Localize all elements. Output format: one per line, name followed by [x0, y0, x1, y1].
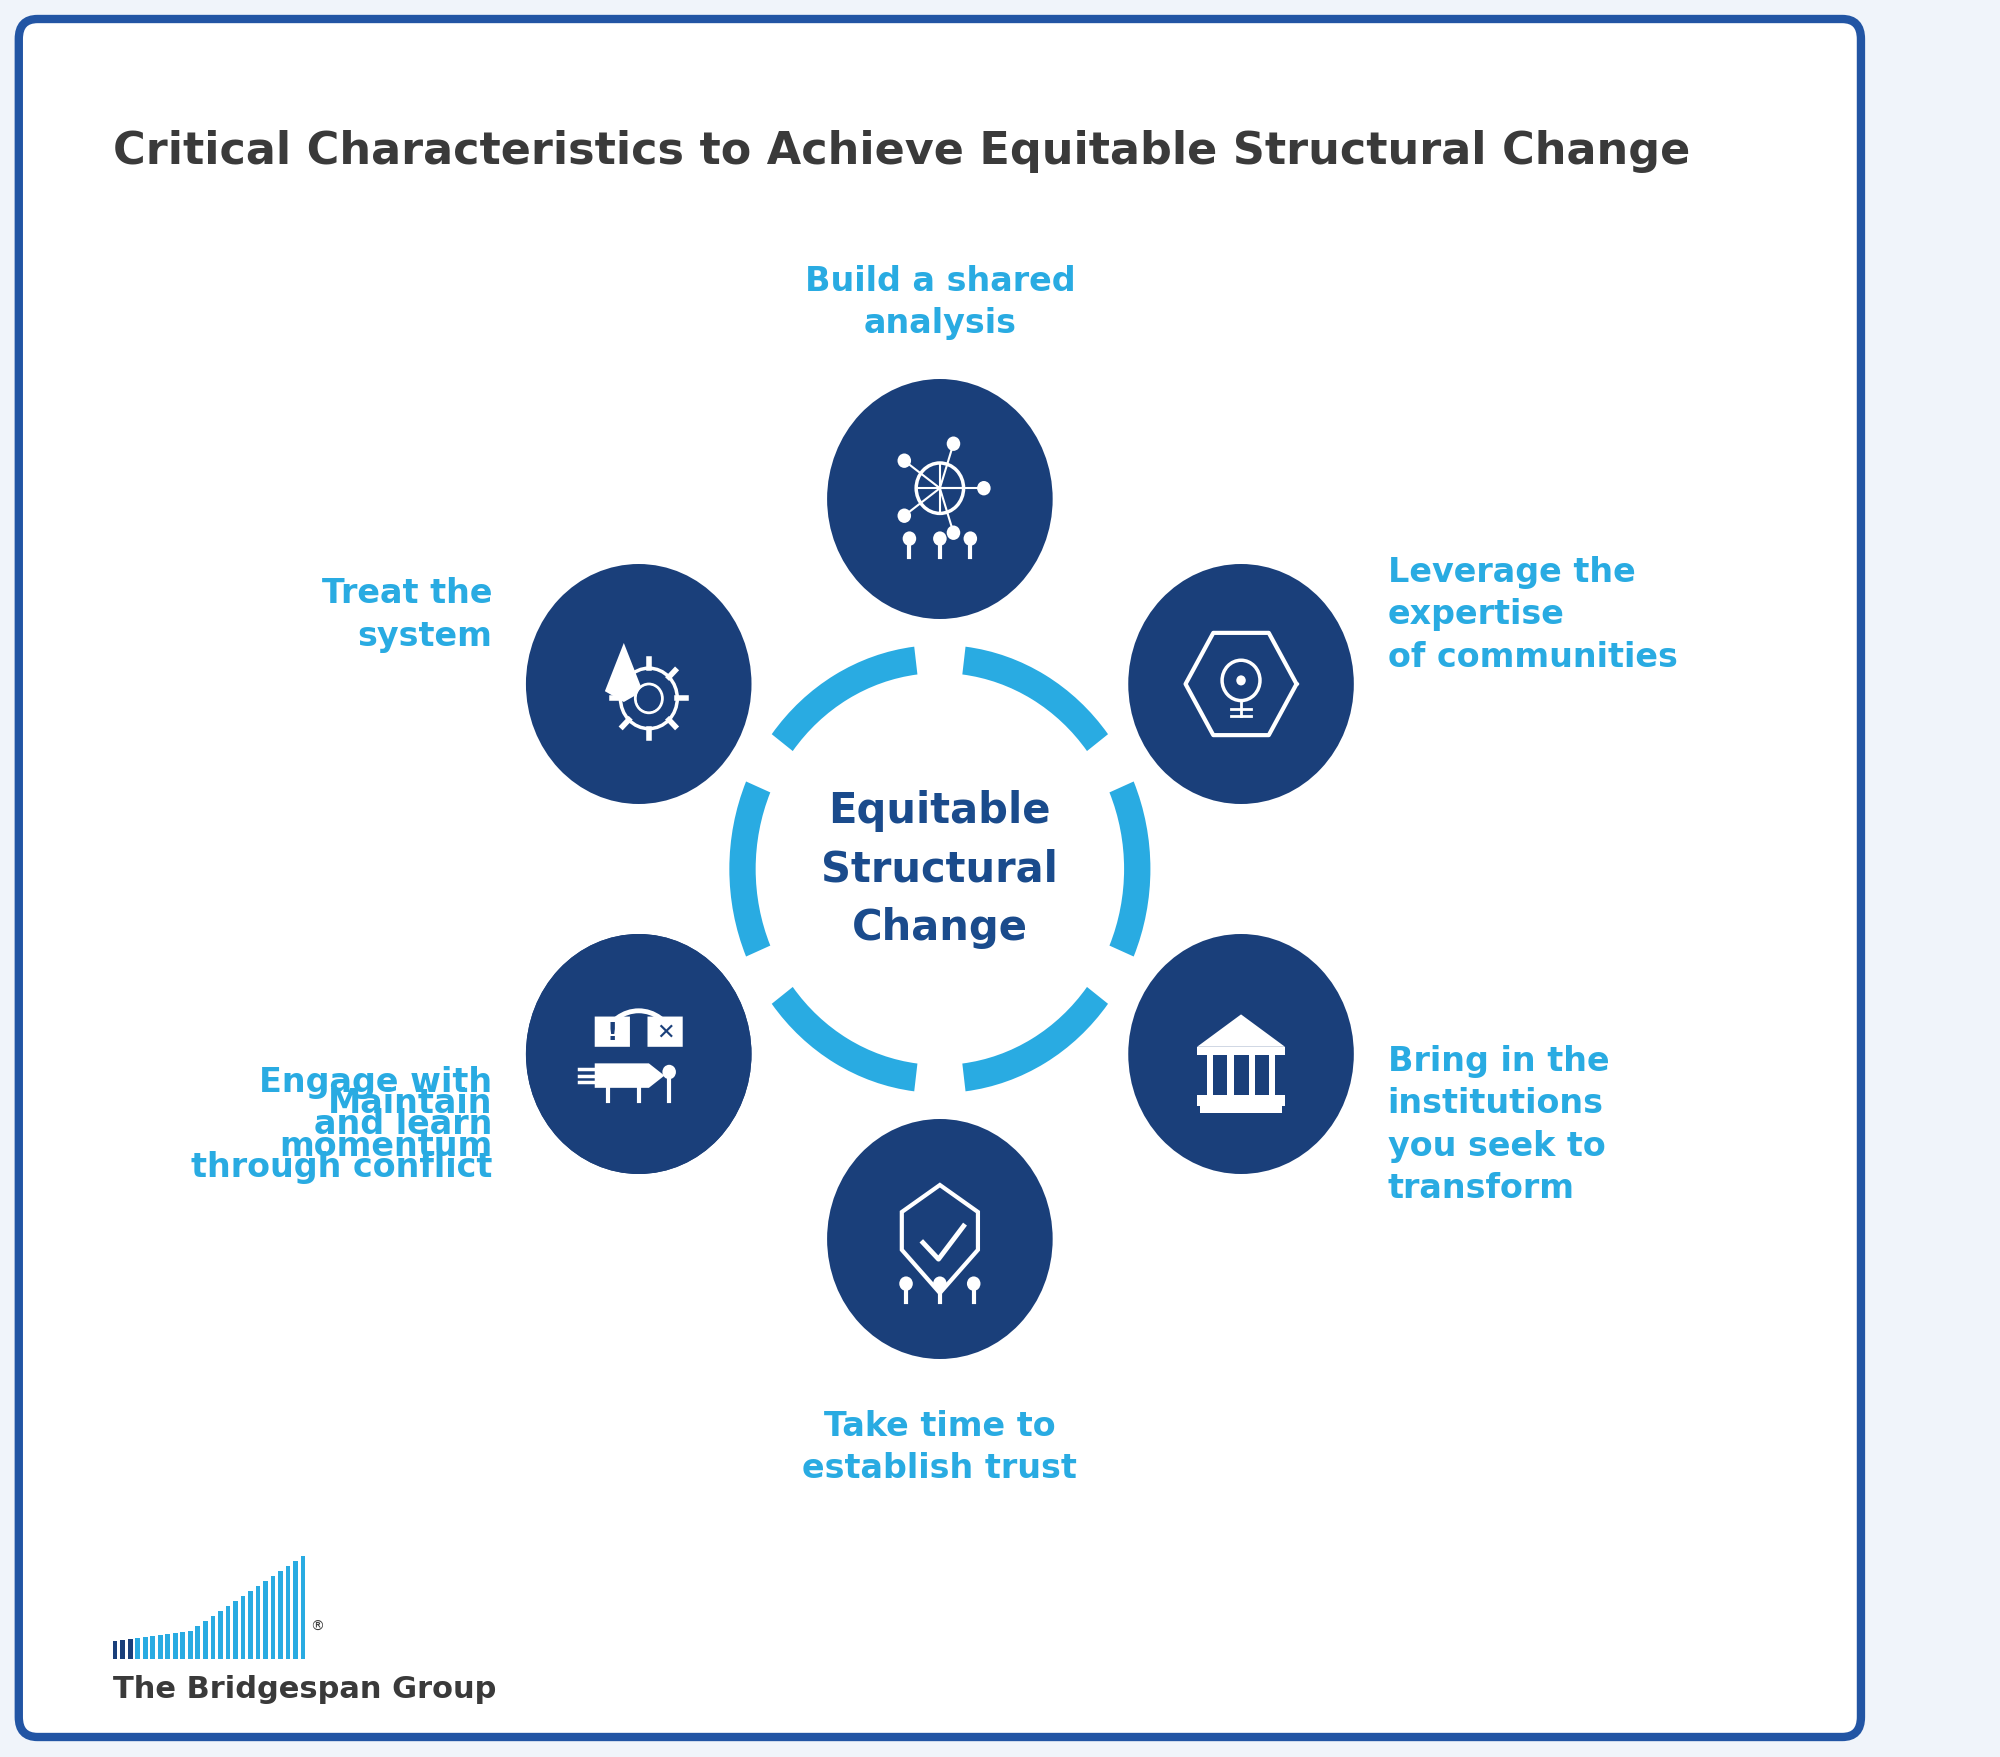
Text: Treat the
system: Treat the system: [322, 576, 492, 652]
Polygon shape: [604, 643, 642, 703]
Bar: [1208, 1056, 1214, 1095]
Bar: [1268, 1056, 1274, 1095]
Bar: [264, 1581, 268, 1659]
Bar: [150, 1636, 156, 1659]
Bar: [234, 1601, 238, 1659]
Wedge shape: [772, 647, 918, 752]
Bar: [270, 1576, 276, 1659]
Circle shape: [602, 1065, 616, 1079]
Circle shape: [934, 1277, 946, 1291]
Circle shape: [828, 1119, 1052, 1360]
Circle shape: [1128, 935, 1354, 1174]
Circle shape: [934, 532, 946, 546]
Bar: [278, 1571, 282, 1659]
Wedge shape: [962, 647, 1108, 752]
Bar: [256, 1587, 260, 1659]
Circle shape: [526, 935, 752, 1174]
FancyBboxPatch shape: [648, 1017, 682, 1047]
Circle shape: [828, 380, 1052, 620]
Circle shape: [760, 678, 1120, 1061]
Bar: [1248, 1056, 1254, 1095]
Bar: [226, 1606, 230, 1659]
Text: Take time to
establish trust: Take time to establish trust: [802, 1409, 1078, 1485]
Text: The Bridgespan Group: The Bridgespan Group: [112, 1674, 496, 1703]
Text: Equitable
Structural
Change: Equitable Structural Change: [822, 791, 1058, 949]
Circle shape: [978, 481, 990, 495]
Circle shape: [946, 437, 960, 452]
Bar: [248, 1592, 252, 1659]
Text: Build a shared
analysis: Build a shared analysis: [804, 265, 1076, 339]
Bar: [112, 1641, 118, 1659]
Bar: [180, 1632, 186, 1659]
Circle shape: [662, 1065, 676, 1079]
Bar: [286, 1565, 290, 1659]
Bar: [1198, 1047, 1286, 1056]
Circle shape: [526, 935, 752, 1174]
Circle shape: [898, 510, 912, 524]
Polygon shape: [1198, 1016, 1286, 1047]
Bar: [128, 1639, 132, 1659]
Bar: [188, 1630, 192, 1659]
Bar: [1200, 1107, 1282, 1114]
Circle shape: [964, 532, 978, 546]
Text: Critical Characteristics to Achieve Equitable Structural Change: Critical Characteristics to Achieve Equi…: [112, 130, 1690, 172]
Text: Engage with
and learn
through conflict: Engage with and learn through conflict: [190, 1066, 492, 1182]
Bar: [166, 1634, 170, 1659]
Bar: [1228, 1056, 1234, 1095]
Text: ®: ®: [310, 1620, 324, 1632]
Text: ✕: ✕: [656, 1023, 674, 1042]
Circle shape: [966, 1277, 980, 1291]
Circle shape: [898, 455, 912, 469]
Bar: [196, 1625, 200, 1659]
Circle shape: [1236, 676, 1246, 685]
Bar: [1198, 1095, 1286, 1107]
Circle shape: [1128, 564, 1354, 805]
Circle shape: [902, 532, 916, 546]
Bar: [218, 1611, 222, 1659]
Bar: [300, 1557, 306, 1659]
Wedge shape: [1110, 782, 1150, 958]
Bar: [294, 1562, 298, 1659]
Circle shape: [946, 525, 960, 541]
Bar: [158, 1636, 162, 1659]
Bar: [120, 1639, 126, 1659]
FancyBboxPatch shape: [18, 19, 1860, 1738]
Circle shape: [900, 1277, 912, 1291]
Bar: [240, 1595, 246, 1659]
Text: Maintain
momentum: Maintain momentum: [278, 1088, 492, 1161]
Wedge shape: [772, 987, 918, 1091]
Wedge shape: [730, 782, 770, 958]
Circle shape: [632, 1065, 646, 1079]
Wedge shape: [962, 987, 1108, 1091]
Circle shape: [526, 564, 752, 805]
Circle shape: [636, 685, 662, 713]
Bar: [136, 1638, 140, 1659]
Text: Leverage the
expertise
of communities: Leverage the expertise of communities: [1388, 555, 1678, 673]
Bar: [142, 1638, 148, 1659]
Text: !: !: [606, 1021, 618, 1044]
Text: Bring in the
institutions
you seek to
transform: Bring in the institutions you seek to tr…: [1388, 1045, 1610, 1204]
Bar: [172, 1632, 178, 1659]
FancyBboxPatch shape: [594, 1017, 630, 1047]
Polygon shape: [594, 1063, 664, 1088]
Bar: [210, 1616, 216, 1659]
Bar: [204, 1622, 208, 1659]
